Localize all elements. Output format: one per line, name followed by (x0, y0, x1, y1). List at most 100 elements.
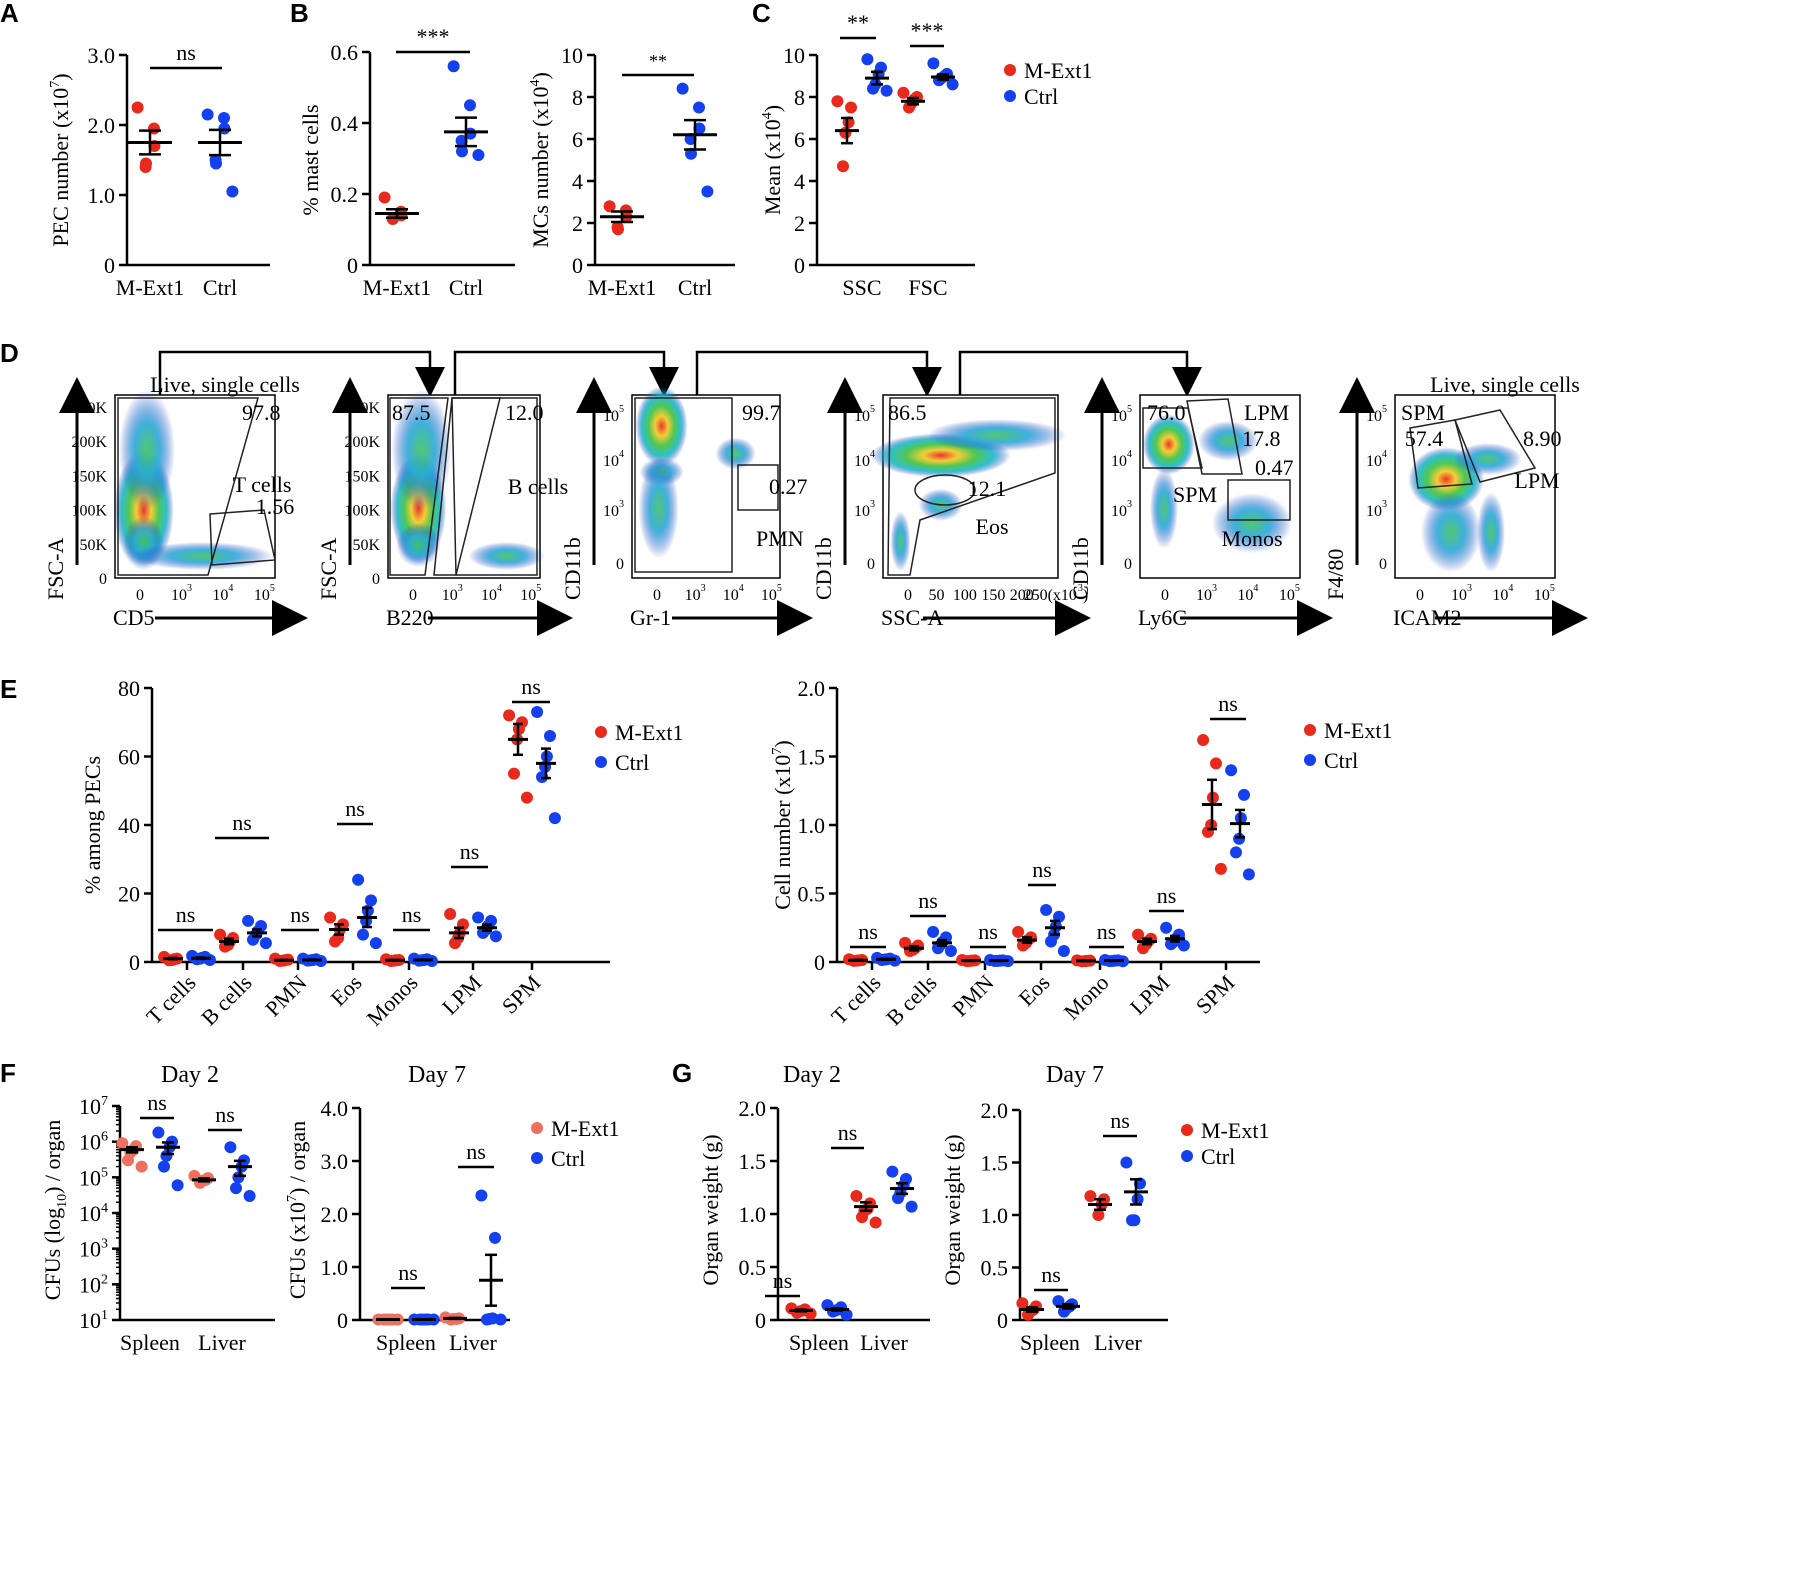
gate-label: 12.1 (968, 476, 1007, 501)
data-point (243, 1189, 256, 1202)
data-point (944, 945, 957, 958)
data-point (455, 134, 468, 147)
x-tick-label: PMN (260, 970, 311, 1021)
significance-label: ns (521, 674, 541, 699)
x-tick-label: 105 (761, 583, 782, 604)
gate-label: 0.27 (769, 474, 808, 499)
y-tick-label: 0.6 (331, 40, 359, 65)
data-point (1040, 903, 1053, 916)
gate-spm-2 (1409, 419, 1473, 489)
significance-label: ns (345, 796, 365, 821)
data-point (946, 78, 959, 91)
y-tick-label: 2.0 (981, 1098, 1009, 1123)
legend-label: M-Ext1 (615, 720, 683, 745)
chart-B2: 0 2 4 6 8 10 M-Ext1 Ctrl ** MCs number (x104) (528, 43, 735, 300)
data-point (1092, 1209, 1105, 1221)
gate-live (117, 397, 259, 576)
gate-label: 17.8 (1242, 426, 1281, 451)
significance-label: ns (1110, 1108, 1130, 1133)
data-point (210, 157, 222, 170)
legend-label: Ctrl (1324, 748, 1358, 773)
gate-arrow (453, 350, 679, 397)
density-cloud (638, 458, 679, 559)
data-point (447, 60, 460, 73)
gate-label: 12.0 (505, 400, 544, 425)
x-tick-label: 0 (1416, 587, 1424, 604)
x-tick-label: B cells (196, 970, 256, 1030)
gate-label: SPM (1173, 482, 1217, 507)
y-tick-label: 0 (616, 556, 624, 573)
density-cloud (890, 511, 911, 572)
y-tick-label: 0 (1379, 556, 1387, 573)
data-point (1084, 1190, 1097, 1203)
y-tick-label: 100K (344, 503, 380, 520)
gate-spm (1142, 407, 1203, 469)
data-point (214, 928, 227, 941)
y-tick-label: 10 (561, 43, 583, 68)
y-tick-label: 6 (572, 127, 583, 152)
x-tick-label: SPM (1191, 970, 1240, 1019)
x-tick-label: 104 (1237, 583, 1258, 604)
data-point (693, 122, 706, 135)
y-tick-label: 104 (1366, 449, 1387, 470)
y-tick-label: 2.0 (321, 1202, 349, 1227)
density-cloud (926, 419, 1067, 452)
y-tick-label: 40 (118, 813, 140, 838)
y-tick-label: 200K (344, 434, 380, 451)
y-tick-label: 250K (344, 400, 380, 417)
flow-plot-5: Ly6C CD11b 105 104 103 0 0 103 104 105 (1068, 377, 1333, 636)
y-tick-label: 105 (79, 1165, 108, 1190)
data-point (520, 791, 533, 804)
x-tick-label: 0 (904, 587, 912, 604)
gate-monos (1227, 479, 1291, 521)
x-tick-label: M-Ext1 (116, 275, 184, 300)
density-cloud (1421, 492, 1481, 573)
significance-label: ns (466, 1139, 486, 1164)
x-tick-label: M-Ext1 (363, 275, 431, 300)
data-point (152, 1126, 165, 1139)
y-tick-label: 100K (71, 503, 107, 520)
gate-arrow (158, 350, 445, 397)
y-tick-label: 104 (79, 1201, 108, 1226)
gate-label: 76.0 (1147, 400, 1186, 425)
y-tick-label: 150K (344, 468, 380, 485)
y-axis-label: Cell number (x107) (770, 740, 795, 910)
y-tick-label: 3.0 (88, 43, 116, 68)
flow-plot-3: Gr-1 CD11b 105 104 103 0 0 103 104 105 (560, 377, 813, 636)
x-tick-label: Mono (1059, 970, 1114, 1025)
significance-label: ns (402, 902, 422, 927)
flow-plot-1: CD5 FSC-A Live, single cells 250K 200K 150K 10… (43, 372, 308, 636)
data-point (701, 185, 714, 198)
gate-label: 57.4 (1405, 426, 1444, 451)
y-tick-label: 50K (352, 537, 380, 554)
chart-title: Day 7 (408, 1062, 466, 1088)
y-tick-label: 0 (1124, 556, 1132, 573)
chart-title: Day 2 (161, 1062, 219, 1088)
legend-label: M-Ext1 (1024, 58, 1092, 83)
chart-F1: 101 102 103 104 105 106 107 Spleen Liver ns ns CFUs… (40, 1062, 275, 1355)
significance-label: ns (232, 810, 252, 835)
legend-marker (595, 756, 607, 768)
x-tick-label: SPM (497, 970, 546, 1019)
gate-label: LPM (1244, 400, 1289, 425)
x-tick-label: 104 (481, 583, 502, 604)
x-tick-label: SSC (842, 275, 881, 300)
y-tick-label: 0 (814, 950, 825, 975)
y-tick-label: 0 (129, 950, 140, 975)
panel-label: D (0, 338, 19, 368)
x-tick-label: 200 (1010, 587, 1034, 604)
data-point (357, 928, 369, 941)
gate-label: SPM (1401, 400, 1445, 425)
chart-B1: 0 0.2 0.4 0.6 M-Ext1 Ctrl *** % mast cells (298, 24, 515, 300)
data-point (116, 1137, 129, 1150)
x-tick-label: LPM (1125, 970, 1175, 1020)
x-tick-label: Liver (198, 1330, 246, 1355)
y-tick-label: 104 (603, 449, 624, 470)
x-tick-label: 0 (136, 587, 144, 604)
x-tick-label: 0 (653, 587, 661, 604)
data-point (475, 1189, 488, 1202)
x-tick-label: 103 (1196, 583, 1217, 604)
data-point (1160, 921, 1173, 934)
